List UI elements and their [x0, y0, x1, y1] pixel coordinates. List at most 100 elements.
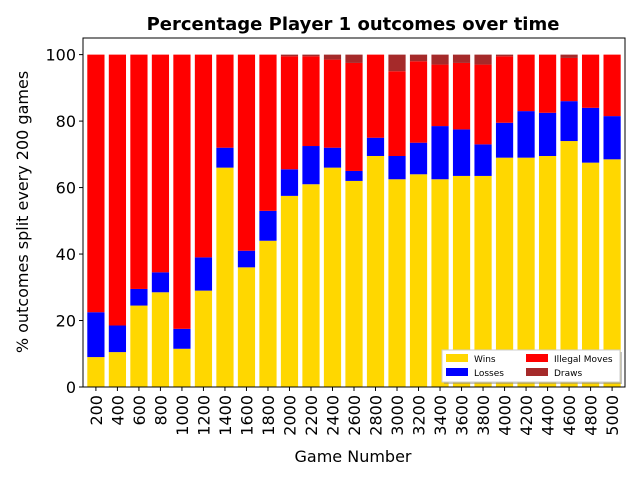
bar-wins-4800 [581, 162, 600, 387]
x-tick-label: 2800 [367, 395, 386, 436]
bar-illegal-moves-1200 [194, 54, 213, 258]
chart-title: Percentage Player 1 outcomes over time [147, 14, 560, 35]
bar-draws-2200 [302, 54, 320, 57]
bar-wins-3200 [409, 174, 428, 387]
legend-label-draws: Draws [554, 369, 583, 379]
x-tick-label: 2200 [302, 395, 321, 436]
bar-losses-3800 [474, 144, 492, 176]
bar-illegal-moves-3200 [409, 61, 428, 143]
bar-losses-4600 [560, 101, 578, 142]
bar-wins-1000 [173, 348, 191, 387]
x-tick-label: 4600 [560, 395, 579, 436]
bar-illegal-moves-2400 [323, 59, 342, 148]
bar-losses-5000 [603, 116, 621, 160]
bar-wins-3400 [431, 179, 449, 387]
bar-wins-1400 [216, 167, 234, 387]
bar-losses-4400 [538, 112, 557, 156]
x-tick-label: 1000 [173, 395, 192, 436]
bar-illegal-moves-400 [108, 54, 127, 326]
x-tick-label: 1200 [194, 395, 213, 436]
bar-losses-2000 [280, 169, 299, 196]
bar-wins-800 [151, 292, 170, 387]
bar-losses-3400 [431, 126, 449, 180]
bar-losses-400 [108, 325, 127, 353]
bar-draws-3200 [409, 54, 428, 62]
y-tick-label: 20 [56, 312, 76, 331]
bar-wins-5000 [603, 159, 621, 387]
y-tick-label: 40 [56, 245, 76, 264]
bar-wins-600 [130, 305, 148, 387]
bar-wins-2000 [280, 195, 299, 387]
bar-losses-1800 [259, 210, 277, 241]
x-tick-label: 5000 [603, 395, 622, 436]
bar-draws-4600 [560, 54, 578, 58]
legend-swatch-losses [446, 368, 468, 376]
bars-group [87, 54, 621, 387]
bar-losses-4800 [581, 107, 600, 163]
bar-draws-3600 [452, 54, 471, 63]
bar-draws-4000 [495, 54, 514, 57]
bar-illegal-moves-2600 [345, 62, 363, 171]
bar-losses-3200 [409, 142, 428, 175]
legend-swatch-illegal-moves [526, 354, 548, 362]
x-tick-label: 200 [87, 395, 106, 426]
bar-illegal-moves-4600 [560, 57, 578, 102]
bar-wins-2400 [323, 167, 342, 387]
bar-draws-3800 [474, 54, 492, 65]
y-tick-label: 100 [45, 46, 76, 65]
bar-wins-1800 [259, 240, 277, 387]
bar-wins-1600 [237, 267, 256, 387]
y-tick-label: 0 [66, 378, 76, 397]
bar-losses-1600 [237, 250, 256, 268]
bar-wins-3600 [452, 175, 471, 387]
bar-draws-3000 [388, 54, 406, 72]
legend-label-illegal-moves: Illegal Moves [554, 355, 613, 365]
bar-losses-1400 [216, 147, 234, 168]
bar-wins-2600 [345, 180, 363, 387]
bar-losses-3600 [452, 129, 471, 176]
bar-wins-3800 [474, 175, 492, 387]
bar-illegal-moves-4200 [517, 54, 535, 112]
bar-illegal-moves-5000 [603, 54, 621, 117]
bar-wins-4200 [517, 157, 535, 387]
y-tick-label: 80 [56, 112, 76, 131]
bar-losses-3000 [388, 156, 406, 180]
bar-illegal-moves-2800 [366, 54, 385, 138]
bar-illegal-moves-4400 [538, 54, 557, 113]
x-tick-label: 2600 [345, 395, 364, 436]
bar-wins-1200 [194, 290, 213, 387]
bar-losses-1000 [173, 328, 191, 349]
legend-label-wins: Wins [474, 355, 496, 365]
bar-illegal-moves-3800 [474, 64, 492, 145]
bar-draws-3400 [431, 54, 449, 65]
bar-wins-4400 [538, 156, 557, 387]
bar-losses-1200 [194, 257, 213, 291]
bar-draws-2400 [323, 54, 342, 60]
bar-wins-2200 [302, 184, 320, 387]
bar-draws-2000 [280, 54, 299, 57]
x-tick-label: 600 [130, 395, 149, 426]
x-tick-label: 1800 [259, 395, 278, 436]
x-axis-label: Game Number [295, 447, 412, 466]
bar-wins-4000 [495, 157, 514, 387]
x-tick-label: 3400 [431, 395, 450, 436]
legend-label-losses: Losses [474, 369, 504, 379]
bar-illegal-moves-3400 [431, 64, 449, 127]
bar-wins-200 [87, 357, 105, 387]
x-tick-label: 4400 [539, 395, 558, 436]
bar-losses-800 [151, 272, 170, 293]
x-tick-label: 2400 [323, 395, 342, 436]
y-axis: 0 20 40 60 80 100 [45, 46, 83, 397]
bar-losses-600 [130, 288, 148, 306]
bar-wins-2800 [366, 156, 385, 387]
x-tick-label: 4200 [517, 395, 536, 436]
bar-illegal-moves-3000 [388, 71, 406, 156]
bar-illegal-moves-800 [151, 54, 170, 273]
bar-illegal-moves-3600 [452, 62, 471, 130]
bar-losses-2600 [345, 170, 363, 181]
x-tick-label: 2000 [280, 395, 299, 436]
x-tick-label: 1600 [237, 395, 256, 436]
bar-losses-2800 [366, 137, 385, 156]
